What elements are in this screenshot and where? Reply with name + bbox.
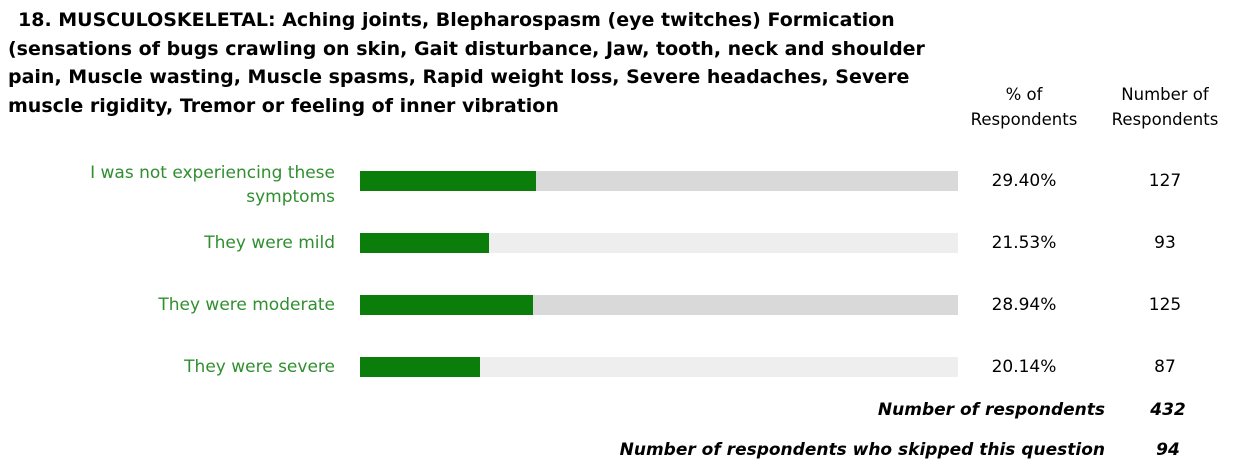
percent-label: 29.40% <box>991 171 1057 191</box>
count-label: 127 <box>1148 171 1182 191</box>
bar-track <box>360 295 958 315</box>
count-column-header: Number of Respondents <box>1111 85 1219 129</box>
bar-track <box>360 171 958 191</box>
category-label: They were mild <box>204 233 335 253</box>
bar <box>360 295 534 315</box>
footer-value: 94 <box>1156 440 1180 460</box>
category-label: I was not experiencing these symptoms <box>90 163 335 207</box>
percent-label: 28.94% <box>991 295 1057 315</box>
category-label: They were severe <box>184 357 335 377</box>
footer-value: 432 <box>1150 400 1186 420</box>
percent-label: 21.53% <box>991 233 1057 253</box>
count-label: 125 <box>1148 295 1182 315</box>
count-label: 87 <box>1154 357 1176 377</box>
category-label: They were moderate <box>158 295 335 315</box>
footer-label: Number of respondents who skipped this q… <box>619 440 1105 460</box>
question-title: 18. MUSCULOSKELETAL: Aching joints, Blep… <box>8 9 925 117</box>
percent-label: 20.14% <box>991 357 1057 377</box>
bar <box>360 171 536 191</box>
bar <box>360 233 489 253</box>
bar-track <box>360 233 958 253</box>
bar-track <box>360 357 958 377</box>
percent-column-header: % of Respondents <box>970 85 1078 129</box>
count-label: 93 <box>1154 233 1176 253</box>
footer-label: Number of respondents <box>877 400 1105 420</box>
bar <box>360 357 481 377</box>
